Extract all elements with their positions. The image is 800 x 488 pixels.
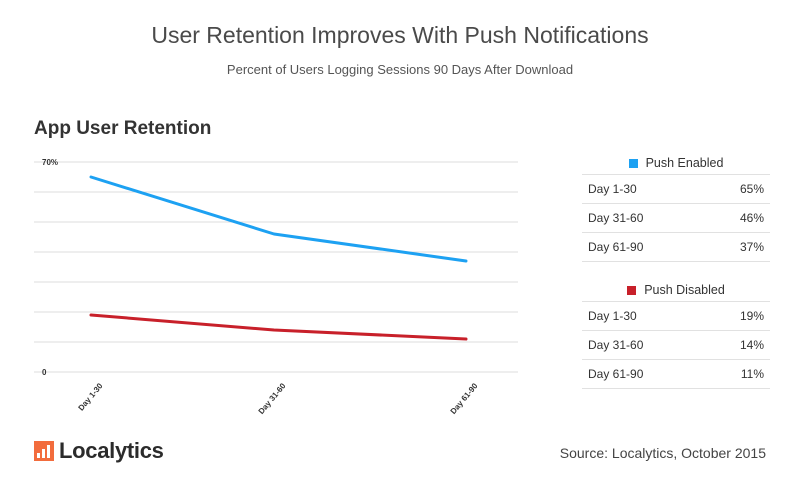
row-period: Day 1-30 <box>588 182 637 196</box>
row-value: 46% <box>739 211 764 225</box>
x-tick-label: Day 61-90 <box>449 381 480 416</box>
push-enabled-swatch-icon <box>628 158 638 168</box>
source-note: Source: Localytics, October 2015 <box>559 445 766 461</box>
legend-header-enabled: Push Enabled <box>582 152 770 174</box>
localytics-logo-icon <box>34 441 54 461</box>
legend-push-enabled: Push Enabled Day 1-30 65% Day 31-60 46% … <box>582 152 770 262</box>
row-period: Day 31-60 <box>588 211 644 225</box>
brand-name: Localytics <box>59 438 164 463</box>
legend-header-disabled: Push Disabled <box>582 279 770 301</box>
legend-label-enabled: Push Enabled <box>645 156 724 170</box>
row-value: 14% <box>739 338 764 352</box>
row-value: 11% <box>740 367 764 381</box>
y-tick-label: 70% <box>42 158 58 167</box>
row-value: 65% <box>739 182 764 196</box>
table-row: Day 61-90 37% <box>582 232 770 262</box>
row-period: Day 61-90 <box>588 367 644 381</box>
push-disabled-swatch-icon <box>627 285 637 295</box>
chart-title: User Retention Improves With Push Notifi… <box>151 22 649 48</box>
row-period: Day 1-30 <box>588 309 637 323</box>
chart-subtitle: Percent of Users Logging Sessions 90 Day… <box>226 62 574 77</box>
x-tick-label: Day 1-30 <box>76 381 104 412</box>
series-line <box>89 313 468 341</box>
series-line <box>89 175 468 263</box>
y-tick-label: 0 <box>42 368 47 377</box>
row-period: Day 61-90 <box>588 240 644 254</box>
chart-grid <box>34 161 518 373</box>
x-tick-label: Day 31-60 <box>257 381 288 416</box>
legend-push-disabled: Push Disabled Day 1-30 19% Day 31-60 14%… <box>582 279 770 389</box>
table-row: Day 61-90 11% <box>582 359 770 389</box>
row-value: 19% <box>739 309 764 323</box>
chart-heading: App User Retention <box>34 118 212 139</box>
x-axis-labels: Day 1-30 Day 31-60 Day 61-90 <box>76 381 479 416</box>
table-row: Day 31-60 46% <box>582 203 770 232</box>
brand-logo: Localytics <box>34 438 164 464</box>
table-row: Day 1-30 65% <box>582 174 770 203</box>
row-value: 37% <box>739 240 764 254</box>
y-axis-ticks: 0 70% <box>42 158 58 377</box>
legend-label-disabled: Push Disabled <box>644 283 725 297</box>
chart-series <box>89 175 468 341</box>
table-row: Day 1-30 19% <box>582 301 770 330</box>
row-period: Day 31-60 <box>588 338 644 352</box>
table-row: Day 31-60 14% <box>582 330 770 359</box>
